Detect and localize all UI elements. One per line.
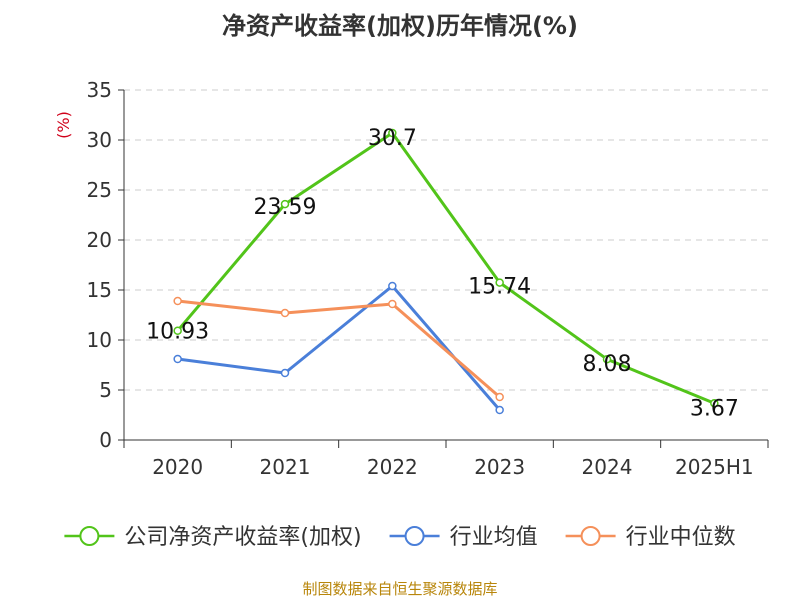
legend-item: 公司净资产收益率(加权) (64, 525, 362, 550)
data-point (173, 296, 182, 306)
axes: 0 5 10 15 20 25 30 35 2020 2021 2022 2023 2024 2025H1… (54, 78, 769, 479)
data-point (495, 278, 504, 287)
series-line (176, 131, 715, 405)
data-point (495, 392, 504, 402)
y-tick-label: 10 (87, 328, 112, 352)
legend-label: 公司净资产收益率(加权) (124, 525, 361, 550)
series-line (177, 299, 501, 399)
data-label: 3.67 (690, 396, 739, 421)
data-point (495, 405, 504, 415)
data-labels: 10.93 23.59 30.7 15.74 8.08 3.67 (146, 126, 739, 421)
y-tick-label: 30 (87, 128, 112, 152)
legend: 公司净资产收益率(加权) 行业均值 行业中位数 (64, 525, 736, 550)
data-point (602, 354, 612, 364)
x-tick-label: 2023 (474, 455, 525, 479)
series-lines (173, 128, 719, 415)
data-label: 10.93 (146, 320, 209, 345)
y-tick-label: 15 (87, 278, 112, 302)
x-tick-label: 2022 (367, 455, 418, 479)
x-tick-label: 2021 (260, 455, 311, 479)
legend-label: 行业中位数 (626, 525, 736, 550)
grid-lines (124, 89, 768, 391)
legend-swatch-marker (79, 526, 100, 546)
legend-item: 行业中位数 (565, 525, 736, 550)
y-tick-label: 0 (99, 428, 112, 452)
y-tick-label: 25 (87, 178, 112, 202)
x-tick-label: 2025H1 (675, 455, 754, 479)
data-source-note: 制图数据来自恒生聚源数据库 (302, 580, 498, 598)
data-label: 30.7 (368, 126, 417, 151)
chart-title: 净资产收益率(加权)历年情况(%) (222, 12, 578, 40)
data-point (388, 281, 397, 291)
x-tick-label: 2020 (152, 455, 203, 479)
data-label: 23.59 (254, 195, 317, 220)
legend-item: 行业均值 (389, 525, 538, 550)
data-point (173, 354, 182, 364)
y-tick-label: 20 (87, 228, 112, 252)
data-point (173, 326, 182, 335)
data-label: 15.74 (468, 275, 531, 300)
data-point (710, 399, 719, 408)
data-point (280, 199, 290, 209)
data-point (388, 128, 397, 138)
data-point (280, 308, 290, 318)
data-point (280, 368, 290, 378)
data-label: 8.08 (583, 352, 632, 377)
y-axis-unit-label: (%) (54, 111, 73, 139)
y-tick-label: 35 (87, 78, 112, 102)
series-line (177, 284, 501, 411)
x-tick-label: 2024 (582, 455, 633, 479)
legend-swatch-marker (404, 526, 425, 546)
data-point (388, 299, 397, 309)
legend-swatch-marker (580, 526, 601, 546)
legend-label: 行业均值 (450, 525, 538, 550)
y-tick-label: 5 (99, 378, 112, 402)
